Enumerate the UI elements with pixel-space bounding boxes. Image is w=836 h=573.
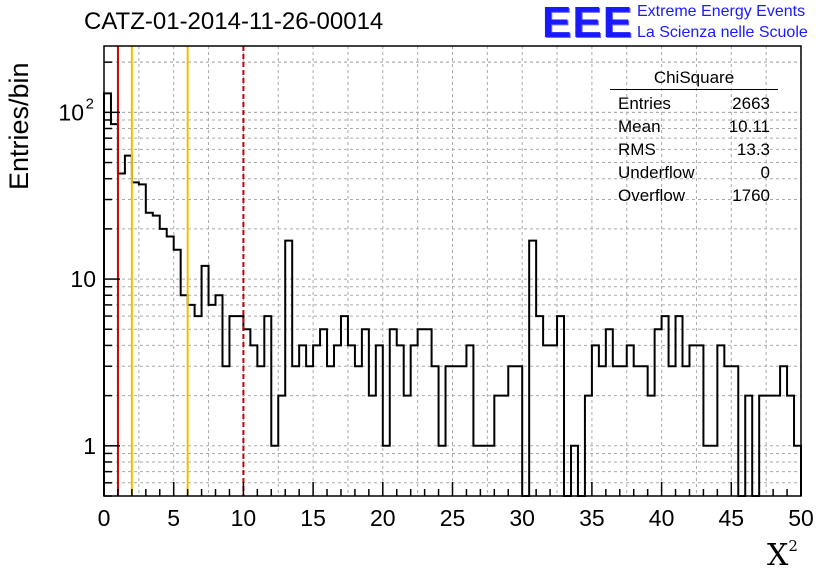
stats-value: 13.3 — [736, 140, 770, 159]
logo-line-1: Extreme Energy Events — [637, 3, 806, 20]
y-tick-label: 10 — [58, 99, 84, 125]
x-tick-label: 45 — [719, 505, 745, 531]
stats-value: 1760 — [732, 186, 770, 205]
stats-value: 0 — [760, 163, 770, 182]
x-tick-label: 0 — [98, 505, 111, 531]
eee-logo: EEE — [542, 0, 634, 47]
x-axis-label-text: X — [767, 538, 789, 573]
stats-label: Entries — [618, 94, 671, 113]
histogram-series — [103, 92, 802, 497]
x-tick-label: 40 — [649, 505, 675, 531]
stats-label: RMS — [618, 140, 656, 159]
y-tick-label: 1 — [83, 433, 96, 459]
stats-value: 10.11 — [728, 117, 770, 136]
stats-row-overflow: Overflow 1760 — [610, 184, 778, 207]
y-axis-label: Entries/bin — [4, 62, 34, 190]
x-tick-label: 25 — [440, 505, 466, 531]
y-tick-label: 10 — [70, 266, 96, 292]
stats-box: ChiSquare Entries 2663 Mean 10.11 RMS 13.3 … — [610, 68, 778, 207]
stats-label: Underflow — [618, 163, 695, 182]
stats-row-underflow: Underflow 0 — [610, 161, 778, 184]
stats-row-rms: RMS 13.3 — [610, 138, 778, 161]
x-axis-label: X2 — [767, 537, 798, 573]
x-tick-label: 50 — [788, 505, 814, 531]
stats-row-mean: Mean 10.11 — [610, 115, 778, 138]
x-tick-label: 10 — [231, 505, 257, 531]
stats-label: Mean — [618, 117, 661, 136]
x-tick-label: 35 — [579, 505, 605, 531]
x-tick-label: 5 — [167, 505, 180, 531]
stats-box-title: ChiSquare — [610, 68, 778, 90]
x-tick-label: 30 — [509, 505, 535, 531]
y-tick-label-exponent: 2 — [86, 95, 94, 112]
x-tick-label: 20 — [370, 505, 396, 531]
stats-label: Overflow — [618, 186, 686, 205]
stats-value: 2663 — [732, 94, 770, 113]
stats-row-entries: Entries 2663 — [610, 92, 778, 115]
x-axis-label-superscript: 2 — [788, 537, 798, 555]
chart-title: CATZ-01-2014-11-26-00014 — [84, 8, 384, 35]
logo-line-2: La Scienza nelle Scuole — [637, 24, 808, 41]
x-tick-label: 15 — [300, 505, 326, 531]
